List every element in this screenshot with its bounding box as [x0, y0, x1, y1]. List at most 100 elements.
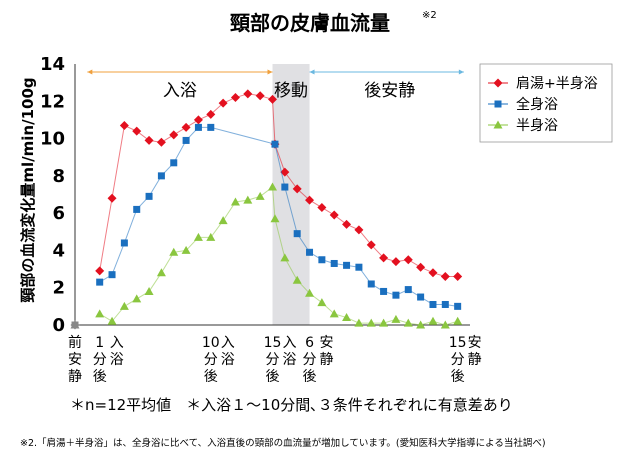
data-point [343, 261, 351, 269]
data-point [255, 191, 265, 200]
data-point [342, 219, 352, 229]
data-point [145, 192, 153, 200]
legend-label: 肩湯+半身浴 [516, 75, 598, 92]
data-point [243, 195, 253, 204]
y-tick-label: 4 [52, 240, 65, 261]
data-point [107, 193, 117, 203]
series-plot [70, 89, 463, 330]
x-tick-label: 15 [449, 335, 467, 351]
data-point [453, 316, 463, 325]
data-point [329, 309, 339, 318]
data-point [441, 300, 449, 308]
data-point [157, 172, 165, 180]
data-point [429, 300, 437, 308]
phase-label-1: 移動 [274, 81, 308, 101]
data-point [156, 137, 166, 147]
legend-marker [493, 78, 503, 88]
series-0 [70, 89, 463, 330]
data-point [181, 245, 191, 254]
data-point [280, 253, 290, 262]
data-point [417, 293, 425, 301]
title-note: ※2 [422, 10, 437, 21]
data-point [133, 205, 141, 213]
data-point [391, 257, 401, 267]
x-tick-label: 浴 [221, 352, 235, 368]
x-tick-label: 分 [266, 352, 280, 368]
data-point [379, 253, 389, 263]
data-point [95, 266, 105, 276]
y-tick-label: 2 [52, 278, 65, 299]
data-point [318, 256, 326, 264]
x-tick-label: 安 [68, 352, 82, 368]
data-point [193, 115, 203, 125]
data-point [305, 195, 315, 205]
data-point [403, 255, 413, 265]
data-point [428, 316, 438, 325]
y-tick-label: 0 [52, 315, 65, 336]
phase-label-2: 後安静 [364, 81, 415, 101]
y-tick-label: 14 [40, 54, 65, 75]
data-point [453, 272, 463, 282]
data-point [317, 298, 327, 307]
data-point [207, 123, 215, 131]
data-point [181, 122, 191, 132]
data-point [144, 286, 154, 295]
legend-label: 全身浴 [516, 96, 558, 113]
x-tick-label: 10 [202, 335, 220, 351]
data-point [119, 121, 129, 131]
data-point [354, 318, 364, 327]
data-point [428, 268, 438, 278]
data-point [255, 91, 265, 101]
series-2 [70, 182, 463, 329]
data-point [404, 286, 412, 294]
legend-label: 半身浴 [516, 118, 558, 134]
data-point [354, 225, 364, 235]
legend-marker [494, 100, 502, 108]
data-point [268, 94, 277, 104]
x-tick-label: 分 [303, 352, 317, 368]
data-point [306, 248, 314, 256]
x-tick-label: 1 [95, 335, 104, 351]
y-tick-label: 6 [52, 203, 65, 224]
data-point [329, 210, 339, 220]
data-point [355, 263, 363, 271]
x-tick-label: 分 [93, 352, 107, 368]
data-point [366, 318, 376, 327]
data-point [182, 136, 190, 144]
data-point [403, 318, 413, 327]
data-point [392, 291, 400, 299]
data-point [379, 318, 389, 327]
x-tick-label: 後 [93, 369, 107, 385]
x-tick-label: 前 [68, 334, 82, 351]
data-point [144, 135, 154, 145]
data-point [367, 280, 375, 288]
legend-marker [493, 120, 503, 129]
data-point [416, 320, 426, 329]
data-point [206, 232, 216, 241]
chart-note: ＊n=12平均値 ＊入浴１〜10分間､３条件それぞれに有意差あり [70, 396, 513, 414]
axes [74, 64, 470, 326]
data-point [292, 184, 302, 194]
y-axis-label: 頸部の血流変化量ml/min/100g [19, 77, 37, 302]
x-tick-label: 安 [320, 335, 334, 351]
y-tick-label: 10 [40, 129, 65, 150]
x-tick-label: 安 [468, 335, 482, 351]
data-point [169, 130, 179, 140]
data-point [317, 203, 327, 213]
x-tick-label: 静 [320, 352, 334, 368]
data-point [380, 287, 388, 295]
y-ticks: 0 2 4 6 8 10 12 14 [40, 54, 65, 336]
data-point [169, 247, 179, 256]
data-point [230, 93, 240, 103]
data-point [193, 232, 203, 241]
data-point [132, 294, 142, 303]
data-point [206, 109, 216, 119]
data-point [270, 214, 280, 223]
data-point [230, 197, 240, 206]
data-point [366, 240, 376, 250]
data-point [280, 167, 290, 177]
phase-arrowhead-right-0 [267, 69, 273, 75]
data-point [218, 98, 228, 108]
x-tick-label: 入 [283, 335, 297, 351]
